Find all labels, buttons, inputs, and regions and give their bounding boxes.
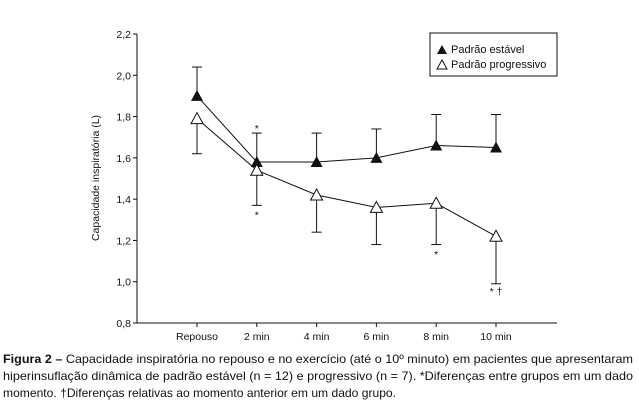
significance-annotation: * [255,210,259,222]
legend-label-stable: Padrão estável [451,44,524,56]
data-point-stable [490,141,502,153]
y-tick-label: 2,0 [116,70,131,82]
caption: Figura 2 – Capacidade inspiratória no re… [3,352,633,400]
x-tick-label: 2 min [244,331,270,343]
data-point-progressive [249,163,264,176]
caption-line-1-text: Capacidade inspiratória no repouso e no … [62,352,633,366]
data-point-progressive [369,200,384,213]
data-point-progressive [489,229,503,242]
series-line [196,95,497,163]
y-axis-label: Capacidade inspiratória (L) [90,115,102,241]
x-tick-label: 10 min [480,331,512,343]
significance-annotation: * [434,249,438,261]
significance-annotation: * † [490,286,503,298]
legend-filled-triangle-icon [437,45,447,54]
chart-marks: * * * * † [190,66,503,298]
series-line [196,118,497,237]
x-tick-label: 6 min [364,331,390,343]
caption-line-2: hiperinsuflação dinâmica de padrão estáv… [3,369,633,383]
data-point-stable [430,139,443,151]
data-point-progressive [429,196,444,209]
significance-annotation: * [255,123,259,135]
data-point-stable [250,155,263,167]
data-point-stable [310,155,323,167]
data-point-progressive [309,187,324,201]
x-tick-label: 4 min [304,331,330,343]
y-tick-label: 1,2 [116,235,131,247]
caption-line-3: momento. †Diferenças relativas ao moment… [3,386,396,400]
legend-open-triangle-icon [436,58,448,70]
caption-label: Figura 2 – [3,352,63,366]
y-tick-label: 1,8 [116,112,131,124]
data-point-progressive [190,111,204,125]
data-point-stable [370,151,383,163]
y-tick-label: 2,2 [116,29,131,41]
x-tick-label: 8 min [423,331,449,343]
y-tick-label: 0,8 [116,318,131,330]
caption-line-1: Figura 2 – Capacidade inspiratória no re… [3,352,633,366]
y-tick-label: 1,0 [116,277,131,289]
data-point-stable [191,89,203,101]
legend: Padrão estável Padrão progressivo [429,32,558,77]
legend-label-progressive: Padrão progressivo [451,59,546,71]
axes: 0,8 1,0 1,2 1,4 1,6 1,8 2,0 2,2 Repouso 2 min 4 mi… [116,29,557,343]
x-tick-label: Repouso [176,331,218,343]
y-tick-label: 1,4 [116,194,131,206]
y-tick-label: 1,6 [116,153,131,165]
